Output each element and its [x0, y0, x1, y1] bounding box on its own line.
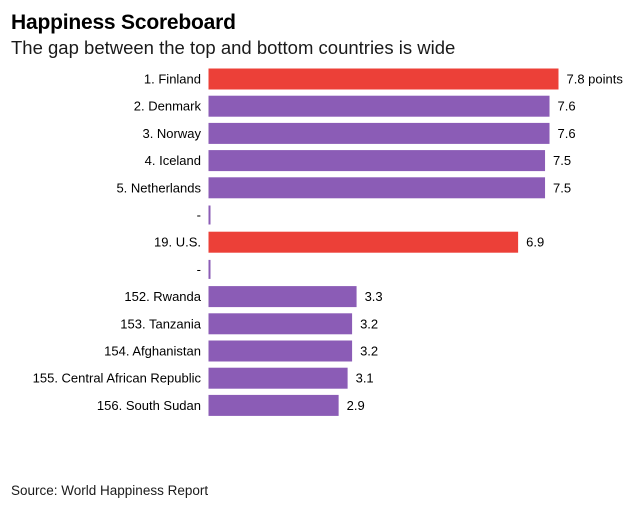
bar-3-norway	[208, 122, 550, 144]
value-label-153-tanzania: 3.2	[360, 316, 378, 331]
bar-1-finland	[208, 68, 559, 90]
value-label-2-denmark: 7.6	[558, 99, 576, 114]
chart-subtitle: The gap between the top and bottom count…	[11, 37, 456, 58]
bar-156-south-sudan	[208, 394, 339, 416]
category-label-3-norway: 3. Norway	[142, 126, 201, 141]
bar-4-iceland	[208, 150, 546, 172]
bar-19-u-s	[208, 231, 519, 253]
category-label-1-finland: 1. Finland	[144, 72, 201, 87]
axis-gap-marker	[208, 259, 211, 279]
bar-155-central-african-republic	[208, 367, 348, 389]
category-label-2-denmark: 2. Denmark	[134, 99, 202, 114]
value-label-155-central-african-republic: 3.1	[356, 371, 374, 386]
category-label-153-tanzania: 153. Tanzania	[120, 316, 201, 331]
category-label-155-central-african-republic: 155. Central African Republic	[33, 371, 202, 386]
category-label-separator-5: -	[197, 208, 201, 223]
value-label-5-netherlands: 7.5	[553, 180, 571, 195]
value-label-152-rwanda: 3.3	[365, 289, 383, 304]
chart-title: Happiness Scoreboard	[11, 11, 236, 34]
bar-153-tanzania	[208, 313, 353, 335]
category-label-156-south-sudan: 156. South Sudan	[97, 398, 201, 413]
bar-5-netherlands	[208, 177, 546, 199]
value-label-3-norway: 7.6	[558, 126, 576, 141]
category-label-19-u-s: 19. U.S.	[154, 235, 201, 250]
category-label-4-iceland: 4. Iceland	[145, 153, 201, 168]
category-label-152-rwanda: 152. Rwanda	[124, 289, 201, 304]
value-label-19-u-s: 6.9	[526, 235, 544, 250]
bar-2-denmark	[208, 95, 550, 117]
happiness-bar-chart: 1. Finland 7.8 points 2. Denmark 7.6 3. Norw…	[33, 68, 624, 416]
category-label-separator-7: -	[197, 262, 201, 277]
category-label-5-netherlands: 5. Netherlands	[116, 180, 201, 195]
value-label-4-iceland: 7.5	[553, 153, 571, 168]
category-label-154-afghanistan: 154. Afghanistan	[104, 344, 201, 359]
value-label-154-afghanistan: 3.2	[360, 344, 378, 359]
value-label-1-finland: 7.8 points	[567, 72, 624, 87]
chart-source: Source: World Happiness Report	[11, 483, 209, 498]
value-label-156-south-sudan: 2.9	[347, 398, 365, 413]
bar-154-afghanistan	[208, 340, 353, 362]
axis-gap-marker	[208, 205, 211, 225]
bar-152-rwanda	[208, 286, 357, 308]
